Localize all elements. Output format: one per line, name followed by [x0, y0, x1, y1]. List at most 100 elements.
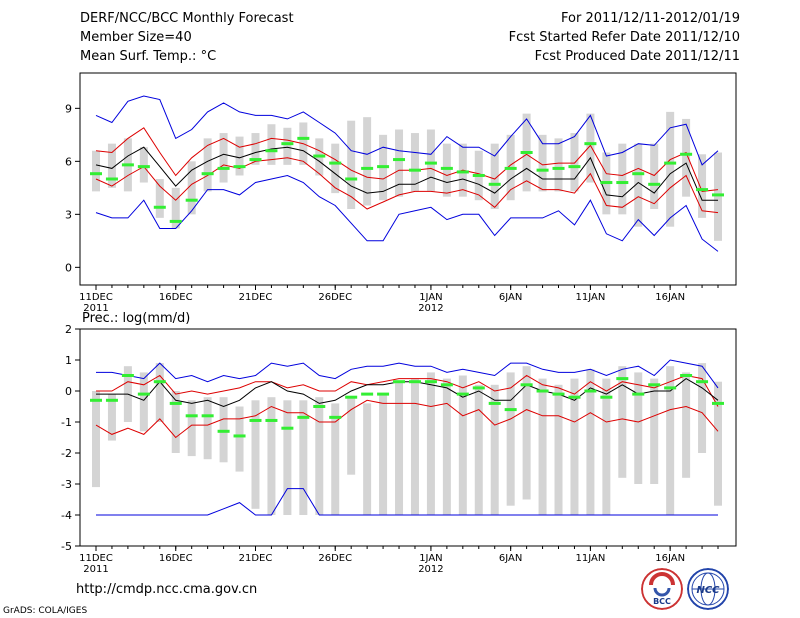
footer-url[interactable]: http://cmdp.ncc.cma.gov.cn: [76, 582, 258, 597]
spread-bar: [586, 113, 595, 183]
spread-bar: [347, 120, 356, 210]
x-tick-label: 11DEC: [79, 553, 113, 564]
median-marker: [105, 398, 118, 402]
median-marker: [440, 383, 453, 387]
spread-bar: [538, 378, 547, 515]
grads-credit: GrADS: COLA/IGES: [3, 606, 88, 616]
median-marker: [424, 380, 437, 384]
median-marker: [281, 142, 294, 146]
spread-bar: [331, 403, 340, 515]
median-marker: [345, 177, 358, 181]
spread-bar: [219, 133, 228, 183]
forecast-range: For 2011/12/11-2012/01/19: [561, 11, 740, 26]
median-marker: [712, 193, 724, 197]
median-marker: [664, 386, 677, 390]
median-marker: [504, 408, 517, 412]
ncc-logo-text: NCC: [696, 585, 720, 596]
spread-bar: [650, 378, 659, 484]
x-tick-label: 21DEC: [239, 292, 273, 303]
median-marker: [680, 152, 693, 156]
y-tick-label: 6: [65, 155, 72, 168]
spread-bar: [171, 391, 180, 453]
median-marker: [568, 165, 581, 169]
x-tick-label: 6JAN: [499, 292, 522, 303]
median-marker: [185, 198, 198, 202]
y-tick-label: 0: [65, 385, 72, 398]
median-marker: [105, 177, 118, 181]
spread-bar: [379, 394, 388, 515]
spread-bar: [506, 372, 515, 506]
median-marker: [377, 392, 390, 396]
median-marker: [313, 405, 326, 408]
spread-bar: [538, 134, 547, 192]
median-marker: [504, 166, 517, 170]
x-tick-label: 11JAN: [575, 553, 605, 564]
series-line-mean: [96, 377, 719, 408]
spread-bar: [554, 384, 563, 515]
x-tick-label: 16DEC: [159, 292, 193, 303]
x-tick-label: 1JAN: [419, 553, 442, 564]
median-marker: [408, 168, 421, 172]
precip-variable-label: Prec.: log(mm/d): [82, 311, 190, 326]
spread-bar: [522, 366, 531, 500]
x-tick-year-label: 2011: [83, 303, 108, 314]
median-marker: [680, 374, 693, 377]
spread-bar: [251, 133, 260, 165]
y-tick-label: -5: [61, 540, 72, 553]
median-marker: [233, 434, 246, 438]
spread-bar: [187, 400, 196, 457]
spread-bar: [490, 384, 499, 515]
spread-bar: [442, 378, 451, 515]
x-tick-label: 16JAN: [655, 292, 685, 303]
median-marker: [696, 188, 709, 192]
median-marker: [488, 401, 501, 405]
temp-variable-label: Mean Surf. Temp.: °C: [80, 49, 217, 64]
median-marker: [313, 154, 326, 158]
spread-bar: [203, 397, 212, 460]
median-marker: [201, 172, 214, 176]
spread-bar: [395, 381, 404, 515]
spread-bar: [682, 372, 691, 478]
median-marker: [552, 166, 565, 170]
median-marker: [201, 414, 214, 418]
x-tick-label: 6JAN: [499, 553, 522, 564]
spread-bar: [107, 394, 116, 441]
median-marker: [361, 166, 374, 170]
median-marker: [584, 389, 597, 393]
spread-bar: [474, 384, 483, 515]
series-line-p90: [96, 374, 719, 407]
x-tick-label: 21DEC: [239, 553, 273, 564]
spread-bar: [267, 397, 276, 515]
median-marker: [169, 401, 182, 405]
y-tick-label: -4: [61, 509, 72, 522]
x-tick-label: 26DEC: [318, 553, 352, 564]
median-marker: [121, 374, 134, 377]
series-line-max: [96, 359, 719, 389]
spread-bar: [554, 138, 563, 192]
median-marker: [552, 392, 565, 396]
median-marker: [600, 181, 613, 185]
median-marker: [153, 205, 166, 209]
median-marker: [632, 392, 645, 396]
spread-bar: [235, 136, 244, 176]
median-marker: [664, 161, 677, 165]
median-marker: [329, 415, 342, 419]
series-line-mean: [95, 146, 718, 201]
spread-bar: [490, 143, 499, 210]
spread-bar: [139, 147, 148, 183]
spread-bar: [219, 397, 228, 463]
spread-bar: [570, 133, 579, 192]
median-marker: [361, 392, 374, 396]
spread-bar: [139, 372, 148, 432]
median-marker: [424, 161, 437, 165]
median-marker: [568, 395, 581, 399]
x-tick-label: 16JAN: [655, 553, 685, 564]
median-marker: [377, 165, 390, 169]
chart-title: DERF/NCC/BCC Monthly Forecast: [80, 11, 294, 26]
x-tick-label: 11JAN: [575, 292, 605, 303]
median-marker: [329, 161, 342, 165]
spread-bar: [267, 124, 276, 165]
spread-bar: [395, 129, 404, 197]
median-marker: [600, 395, 613, 399]
